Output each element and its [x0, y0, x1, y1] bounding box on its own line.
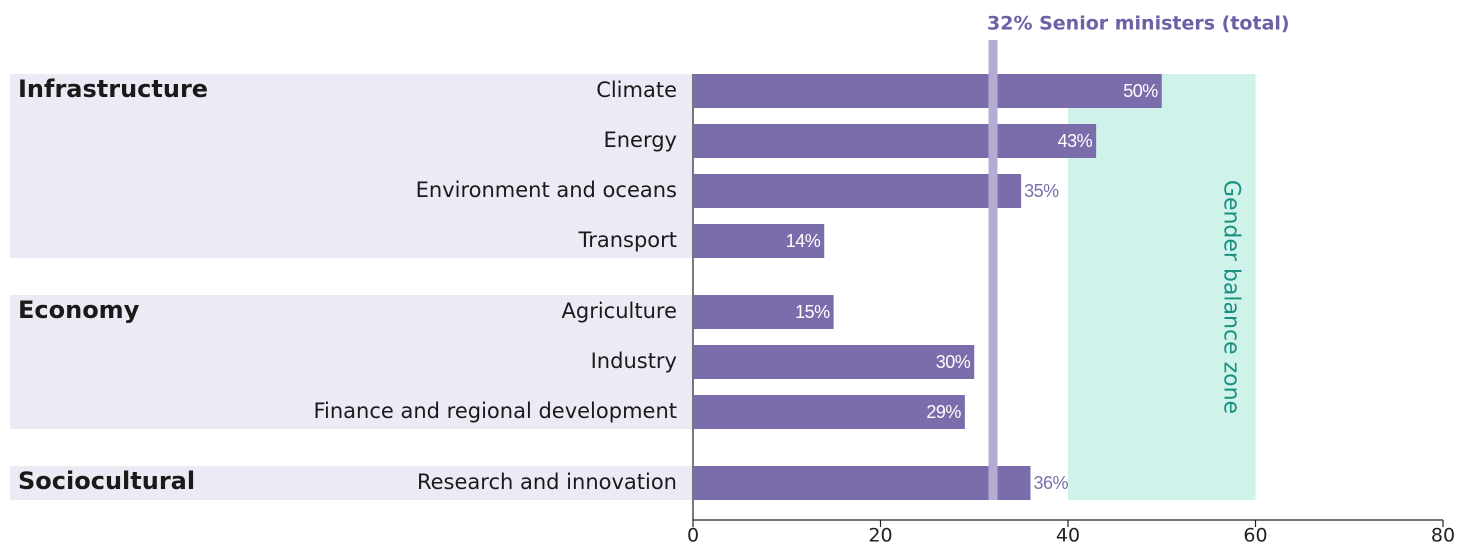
category-label: Climate — [596, 78, 677, 102]
category-label: Environment and oceans — [416, 178, 677, 202]
category-label: Research and innovation — [417, 470, 677, 494]
value-label: 30% — [936, 352, 971, 372]
x-tick-label: 0 — [687, 525, 699, 543]
value-label: 15% — [795, 302, 830, 322]
category-label: Transport — [577, 228, 677, 252]
bar — [693, 295, 834, 329]
x-tick-label: 40 — [1056, 525, 1080, 543]
bar — [693, 395, 965, 429]
reference-line — [988, 40, 998, 500]
bar — [693, 466, 1031, 500]
value-label: 29% — [926, 402, 961, 422]
bar — [693, 224, 825, 258]
reference-label: 32% Senior ministers (total) — [987, 13, 1290, 35]
bar — [693, 174, 1022, 208]
value-label: 36% — [1034, 473, 1069, 493]
value-label: 50% — [1123, 81, 1158, 101]
category-label: Agriculture — [562, 299, 678, 323]
category-label: Finance and regional development — [313, 399, 677, 423]
value-label: 14% — [786, 231, 821, 251]
category-label: Industry — [591, 349, 677, 373]
x-tick-label: 20 — [868, 525, 892, 543]
bar — [693, 124, 1097, 158]
x-tick-label: 60 — [1243, 525, 1267, 543]
value-label: 35% — [1024, 181, 1059, 201]
group-background — [10, 466, 693, 500]
group-background — [10, 295, 693, 429]
group-label: Economy — [18, 296, 140, 324]
category-label: Energy — [603, 128, 677, 152]
group-label: Sociocultural — [18, 467, 195, 495]
group-background — [10, 74, 693, 258]
x-tick-label: 80 — [1431, 525, 1455, 543]
value-label: 43% — [1058, 131, 1093, 151]
group-label: Infrastructure — [18, 75, 208, 103]
zone-label: Gender balance zone — [1219, 180, 1244, 414]
bar — [693, 345, 975, 379]
zone — [1068, 74, 1256, 500]
bar — [693, 74, 1162, 108]
